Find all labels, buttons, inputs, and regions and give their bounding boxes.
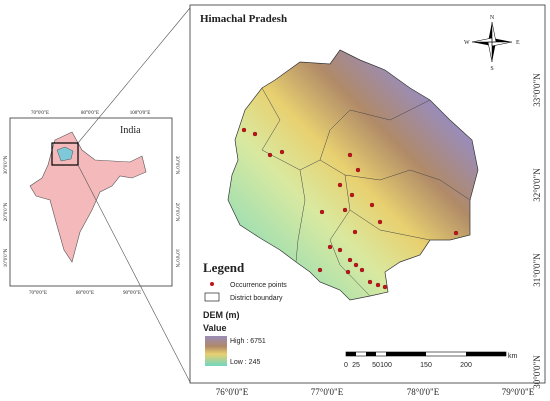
inset-locator — [51, 142, 79, 166]
inset-bottom-label: 90°0'0"E — [123, 291, 141, 296]
compass-w: W — [464, 40, 470, 46]
connector — [77, 7, 191, 144]
inset-bottom-label: 70°0'0"E — [29, 291, 47, 296]
dem-title: DEM (m) — [203, 310, 240, 320]
legend-point-symbol — [210, 282, 214, 286]
hp-location — [56, 146, 74, 162]
scale-unit: km — [508, 353, 518, 360]
scale-label: 0 — [344, 362, 348, 369]
lat-label: 31°0'0"N — [532, 253, 542, 287]
inset-title: India — [120, 125, 141, 136]
inset-left-label: 10°0'0"N — [4, 248, 9, 267]
inset-right-label: 30°0'0"N — [174, 156, 179, 175]
north-arrow: N S E W — [464, 15, 520, 72]
map-title: Himachal Pradesh — [200, 13, 287, 25]
inset-right-label: 10°0'0"N — [174, 249, 179, 268]
scale-label: 200 — [460, 362, 472, 369]
dem-ramp — [205, 336, 227, 366]
compass-s: S — [490, 66, 493, 72]
inset-left-label: 20°0'0"N — [4, 202, 9, 221]
scale-label: 25 — [352, 362, 360, 369]
legend-item: District boundary — [230, 295, 283, 302]
inset-top-label: 70°0'0"E — [31, 111, 49, 116]
value-title: Value — [203, 323, 227, 333]
dem-low: Low : 245 — [230, 359, 260, 366]
lon-label: 76°0'0"E — [216, 387, 249, 397]
legend-boundary-symbol — [204, 292, 220, 302]
lon-label: 79°0'0"E — [502, 387, 535, 397]
scale-label: 100 — [380, 362, 392, 369]
dem-high: High : 6751 — [230, 338, 266, 345]
lat-label: 33°0'0"N — [532, 73, 542, 107]
legend-title: Legend — [203, 260, 245, 275]
compass-n: N — [490, 15, 495, 21]
legend-item: Occurrence points — [230, 282, 287, 289]
scale-label: 50 — [372, 362, 380, 369]
lat-label: 32°0'0"N — [532, 168, 542, 202]
connector — [77, 164, 191, 383]
inset-top-label: 80°0'0"E — [81, 111, 99, 116]
lat-label: 30°0'0"N — [532, 355, 542, 389]
inset-top-label: 100°0'0"E — [130, 111, 151, 116]
lon-label: 77°0'0"E — [311, 387, 344, 397]
scale-bar — [345, 351, 507, 357]
inset-left-label: 30°0'0"N — [4, 155, 9, 174]
lon-label: 78°0'0"E — [407, 387, 440, 397]
scale-label: 150 — [420, 362, 432, 369]
inset-bottom-label: 80°0'0"E — [76, 291, 94, 296]
inset-right-label: 20°0'0"N — [174, 203, 179, 222]
compass-e: E — [516, 40, 520, 46]
occurrence-points — [241, 127, 459, 290]
